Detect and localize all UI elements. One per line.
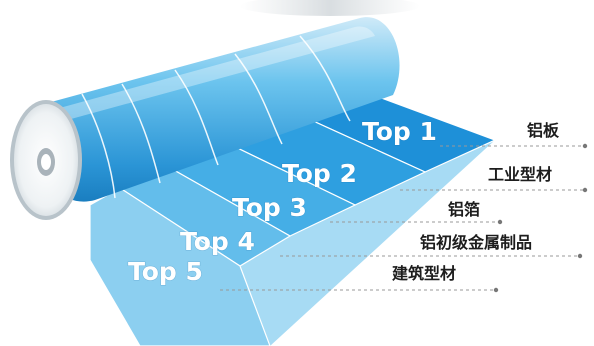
leader-dot-3 [497, 219, 503, 225]
category-label-3: 铝箔 [448, 200, 480, 219]
roll [10, 17, 400, 220]
roll-band-divider-4 [234, 53, 283, 145]
leader-dot-4 [577, 253, 583, 259]
category-label-1: 铝板 [527, 121, 560, 140]
roll-band-divider-5 [299, 35, 351, 122]
category-label-2: 工业型材 [488, 165, 552, 184]
leader-dot-1 [582, 143, 588, 149]
rank-label-4: Top 4 [180, 227, 255, 256]
sheet [89, 91, 497, 346]
category-label-4: 铝初级金属制品 [420, 233, 532, 252]
leader-dot-2 [582, 187, 588, 193]
rank-label-2: Top 2 [282, 159, 357, 188]
roll-bands [81, 35, 351, 199]
rank-label-3: Top 3 [232, 193, 307, 222]
roll-band-divider-3 [174, 69, 219, 166]
rank-label-5: Top 5 [128, 257, 203, 286]
roll-core-hole [41, 154, 51, 170]
rank-label-1: Top 1 [362, 117, 437, 146]
roll-band-divider-2 [121, 83, 161, 184]
roll-highlight [45, 26, 375, 123]
category-label-5: 建筑型材 [392, 264, 456, 283]
top-shadow [240, 0, 420, 16]
roll-band-divider-1 [81, 93, 116, 199]
leader-lines [220, 143, 588, 293]
roll-body [38, 17, 400, 202]
leader-dot-5 [493, 287, 499, 293]
